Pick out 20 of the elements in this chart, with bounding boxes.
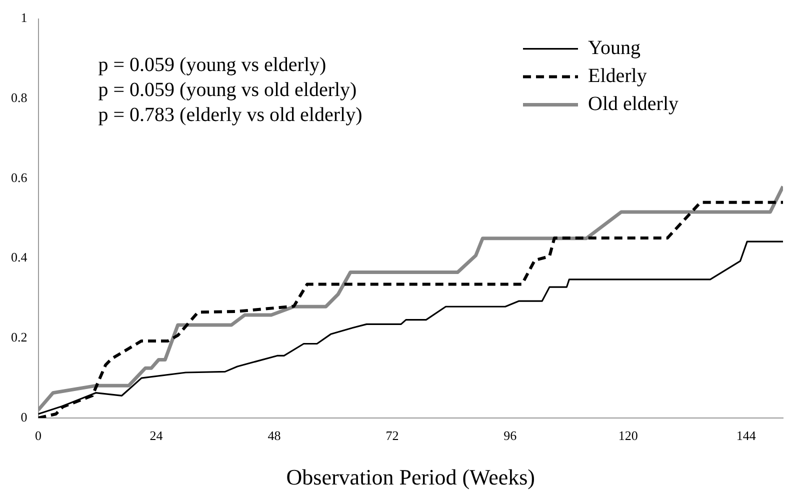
y-tick-label: 0.2 xyxy=(11,330,28,345)
annotation: p = 0.059 (young vs elderly) xyxy=(98,54,326,76)
y-tick-label: 0.8 xyxy=(11,90,28,106)
y-tick-label: 0.6 xyxy=(11,170,28,185)
x-tick-label: 72 xyxy=(386,428,399,444)
y-tick-label: 1 xyxy=(20,10,28,26)
x-tick-label: 0 xyxy=(35,428,42,444)
x-tick-label: 96 xyxy=(504,428,518,444)
x-tick-label: 120 xyxy=(618,428,638,444)
x-tick-label: 24 xyxy=(150,428,164,444)
y-tick-label: 0 xyxy=(20,409,28,424)
x-tick-label: 48 xyxy=(268,428,281,444)
legend-label: Elderly xyxy=(588,65,647,88)
y-tick-label: 0.4 xyxy=(11,250,28,265)
annotation: p = 0.059 (young vs old elderly) xyxy=(98,79,357,102)
annotation: p = 0.783 (elderly vs old elderly) xyxy=(98,104,362,126)
legend-label: Old elderly xyxy=(588,93,679,116)
legend-label: Young xyxy=(588,37,640,60)
x-tick-label: 144 xyxy=(736,428,756,444)
x-axis-title: Observation Period (Weeks) xyxy=(286,464,535,490)
